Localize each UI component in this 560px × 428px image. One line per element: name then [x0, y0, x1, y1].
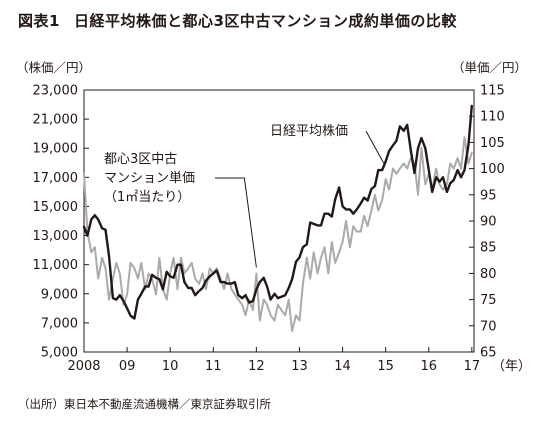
- annotation-condo-line: マンション単価: [104, 170, 195, 186]
- x-tick-label: 14: [334, 359, 351, 374]
- y-left-tick-label: 19,000: [33, 142, 79, 157]
- figure-title-text: 日経平均株価と都心3区中古マンション成約単価の比較: [73, 12, 457, 30]
- chart-lines: [82, 104, 473, 332]
- y-right-axis-label: （単価／円）: [452, 60, 527, 75]
- y-right-tick-label: 115: [480, 84, 505, 99]
- y-right-tick-label: 75: [480, 293, 497, 308]
- y-left-tick-label: 9,000: [41, 287, 78, 302]
- tick-labels: 5,000 7,000 9,000 11,000 13,000 15,000 17,000 1…: [16, 60, 531, 374]
- y-right-tick-label: 80: [480, 267, 497, 282]
- annotation-nikkei: 日経平均株価: [270, 124, 348, 139]
- series-line-condo: [83, 136, 473, 332]
- x-tick-label: 11: [205, 359, 222, 374]
- x-tick-label: 16: [420, 359, 437, 374]
- y-left-tick-label: 21,000: [33, 113, 79, 128]
- annotation-condo-leader: [215, 177, 257, 268]
- annotation-nikkei-leader: [365, 130, 385, 165]
- x-axis-unit-label: （年）: [492, 359, 531, 374]
- series-line-nikkei: [82, 104, 473, 320]
- y-left-tick-label: 17,000: [33, 171, 79, 186]
- annotation-condo-line: （1㎡当たり）: [104, 190, 190, 205]
- y-left-tick-label: 7,000: [41, 316, 78, 331]
- y-left-tick-label: 23,000: [33, 84, 79, 99]
- y-right-tick-label: 95: [480, 188, 497, 203]
- y-right-tick-label: 90: [480, 215, 497, 230]
- source-note: （出所）東日本不動産流通機構／東京証券取引所: [18, 397, 271, 411]
- x-tick-label: 15: [377, 359, 394, 374]
- x-tick-label: 2008: [67, 359, 100, 374]
- y-right-tick-label: 70: [480, 319, 497, 334]
- figure-number: 図表1: [18, 12, 60, 30]
- x-tick-label: 13: [291, 359, 308, 374]
- y-right-tick-label: 105: [480, 136, 505, 151]
- y-left-tick-label: 15,000: [33, 200, 79, 215]
- x-tick-label: 12: [248, 359, 265, 374]
- x-tick-label: 09: [119, 359, 136, 374]
- y-left-axis-label: （株価／円）: [16, 60, 91, 75]
- figure-title: 図表1 日経平均株価と都心3区中古マンション成約単価の比較: [18, 10, 457, 31]
- y-left-tick-label: 13,000: [33, 229, 79, 244]
- x-tick-label: 10: [162, 359, 179, 374]
- x-tick-label: 17: [464, 359, 481, 374]
- y-right-tick-label: 65: [480, 346, 497, 361]
- y-left-tick-label: 11,000: [33, 258, 79, 273]
- y-right-tick-label: 100: [480, 162, 505, 177]
- y-left-tick-label: 5,000: [41, 346, 78, 361]
- y-right-tick-label: 85: [480, 241, 497, 256]
- y-right-tick-label: 110: [480, 110, 505, 125]
- annotation-condo-line: 都心3区中古: [104, 152, 177, 167]
